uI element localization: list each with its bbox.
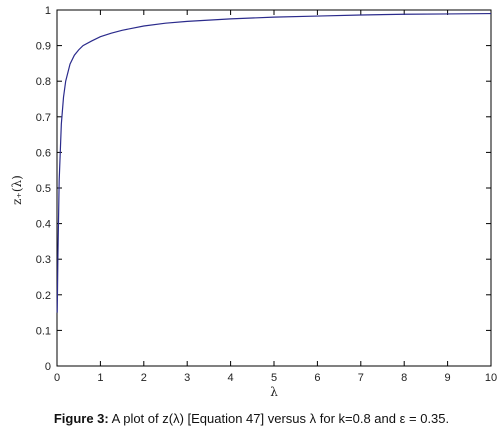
x-tick-label: 7 [358,372,364,384]
x-tick-label: 0 [54,372,60,384]
y-tick-label: 0.4 [36,219,51,231]
series-line [56,12,492,313]
y-tick-label: 0.1 [36,325,51,337]
chart: 0 1 2 3 4 5 6 7 8 9 10 0 0.1 0.2 0.3 0.4 0.5 0.6 0.7 0.8 0.… [10,5,497,399]
plot-area [56,9,492,367]
x-axis-label: λ [270,385,278,399]
caption-text: A plot of z(λ) [Equation 47] versus λ fo… [108,411,450,426]
y-tick-labels: 0 0.1 0.2 0.3 0.4 0.5 0.6 0.7 0.8 0.9 1 [36,5,51,373]
y-tick-label: 1 [45,5,51,17]
x-tick-label: 10 [485,372,497,384]
x-tick-label: 6 [314,372,320,384]
x-tick-label: 9 [445,372,451,384]
y-axis-label: z₊(λ) [10,175,24,205]
x-tick-label: 2 [141,372,147,384]
axis-ticks [56,9,492,367]
caption-lead: Figure 3: [53,411,109,426]
y-tick-label: 0.7 [36,112,51,124]
x-tick-label: 1 [97,372,103,384]
figure-caption: Figure 3: A plot of z(λ) [Equation 47] v… [0,411,503,426]
x-tick-label: 3 [184,372,190,384]
y-tick-label: 0.6 [36,147,51,159]
y-tick-label: 0.2 [36,290,51,302]
x-tick-label: 5 [271,372,277,384]
y-tick-label: 0.5 [36,183,51,195]
y-tick-label: 0.3 [36,254,51,266]
x-tick-label: 8 [401,372,407,384]
x-tick-label: 4 [228,372,234,384]
y-tick-label: 0.9 [36,41,51,53]
y-tick-label: 0.8 [36,76,51,88]
x-tick-labels: 0 1 2 3 4 5 6 7 8 9 10 [54,372,497,384]
y-tick-label: 0 [45,361,51,373]
